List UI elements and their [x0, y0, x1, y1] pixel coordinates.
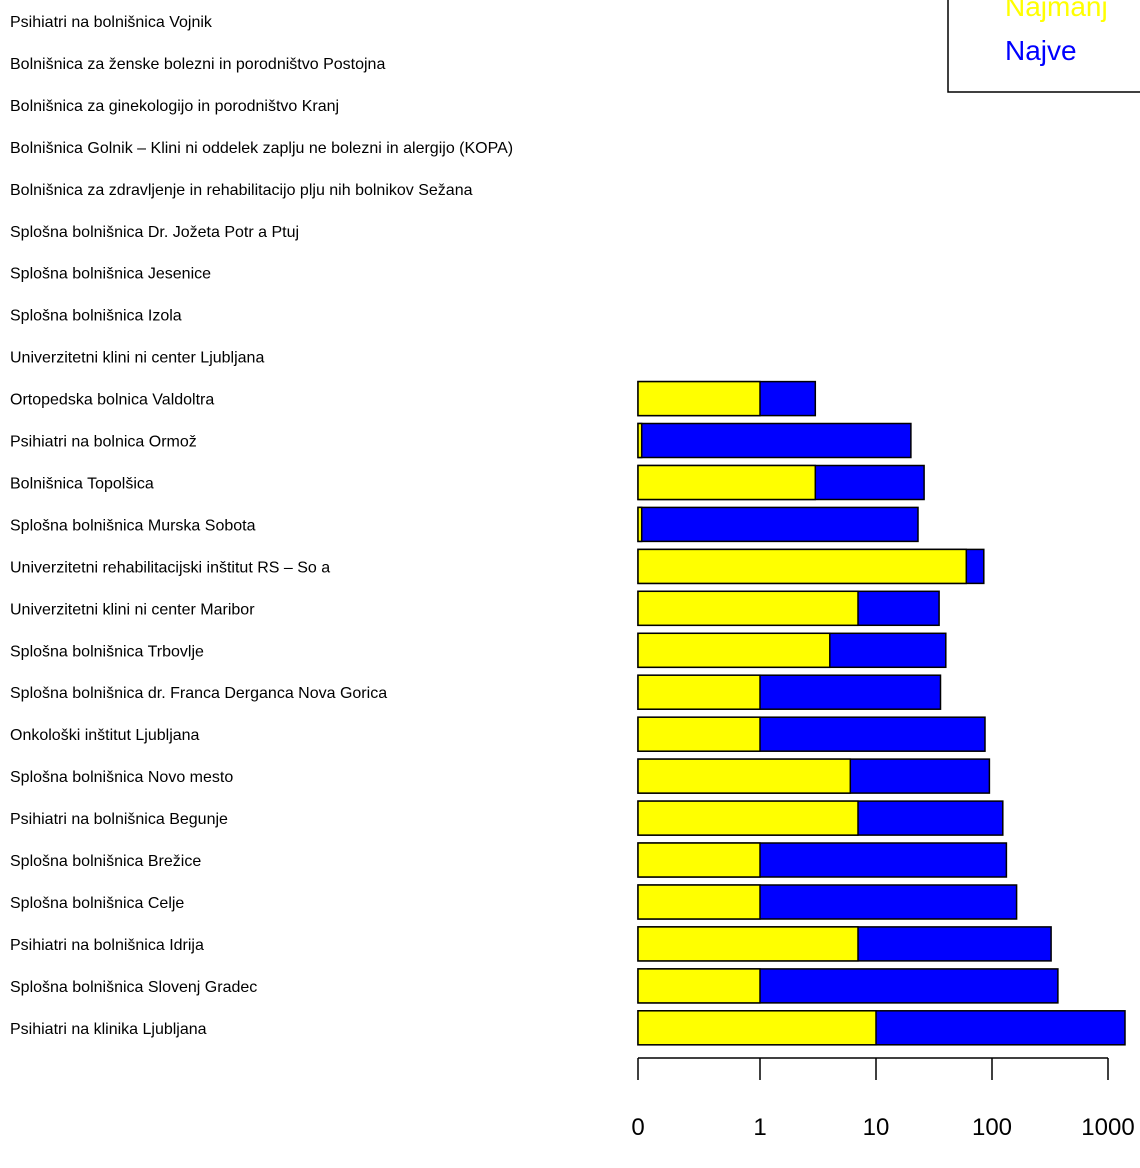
category-label: Bolnišnica za ginekologijo in porodništv…: [10, 98, 339, 115]
category-label: Splošna bolnišnica Slovenj Gradec: [10, 979, 257, 996]
category-label: Univerzitetni klini ni center Ljubljana: [10, 350, 264, 367]
bar-najmanj: [637, 926, 859, 962]
category-label: Splošna bolnišnica Trbovlje: [10, 643, 204, 660]
category-labels: Psihiatri na bolnišnica Vojnik Bolnišnica…: [10, 14, 513, 1038]
category-label: Psihiatri na bolnišnica Begunje: [10, 811, 228, 828]
bar-najmanj: [637, 548, 968, 585]
bar-najmanj: [637, 632, 831, 669]
bar-najmanj: [637, 380, 761, 417]
x-axis: 0 1 10 100 1000: [631, 1057, 1135, 1141]
bar-najmanj: [637, 464, 817, 501]
category-label: Splošna bolnišnica Murska Sobota: [10, 517, 256, 534]
bar-najmanj: [637, 842, 761, 878]
bar-najmanj: [637, 884, 761, 920]
x-tick-label: 100: [972, 1114, 1012, 1141]
category-label: Bolnišnica Topolšica: [10, 476, 154, 493]
legend-entry: Najve: [1005, 35, 1077, 66]
category-label: Bolnišnica za ženske bolezni in porodniš…: [10, 56, 385, 73]
category-label: Psihiatri na bolnišnica Vojnik: [10, 14, 213, 31]
bar-najmanj: [637, 800, 859, 836]
category-label: Splošna bolnišnica Celje: [10, 895, 184, 912]
category-label: Splošna bolnišnica Izola: [10, 308, 182, 325]
x-tick-label: 0: [631, 1114, 644, 1141]
x-tick-label: 1: [753, 1114, 766, 1141]
bars: [637, 380, 1126, 1046]
legend-entry: Najmanj: [1005, 0, 1108, 22]
category-label: Bolnišnica Golnik – Klini ni oddelek zap…: [10, 140, 513, 157]
legend-box: [947, 0, 1140, 93]
category-label: Ortopedska bolnica Valdoltra: [10, 392, 214, 409]
bar-najmanj: [637, 590, 859, 627]
legend: Najmanj Najve: [947, 0, 1140, 93]
category-label: Univerzitetni klini ni center Maribor: [10, 601, 255, 618]
category-label: Psihiatri na bolnica Ormož: [10, 434, 197, 451]
category-label: Univerzitetni rehabilitacijski inštitut …: [10, 559, 330, 576]
bar-najmanj: [637, 968, 761, 1004]
category-label: Splošna bolnišnica Dr. Jožeta Potr a Ptu…: [10, 224, 299, 241]
bar-najmanj: [637, 674, 761, 710]
category-label: Splošna bolnišnica Jesenice: [10, 266, 211, 283]
x-tick-label: 10: [863, 1114, 890, 1141]
category-label: Bolnišnica za zdravljenje in rehabilitac…: [10, 182, 473, 199]
x-tick-label: 1000: [1081, 1114, 1134, 1141]
bar-najmanj: [637, 506, 643, 543]
category-label: Splošna bolnišnica Novo mesto: [10, 769, 233, 786]
bar-najmanj: [637, 758, 852, 794]
category-label: Psihiatri na klinika Ljubljana: [10, 1021, 207, 1038]
category-label: Splošna bolnišnica dr. Franca Derganca N…: [10, 685, 387, 702]
category-label: Splošna bolnišnica Brežice: [10, 853, 201, 870]
bar-najmanj: [637, 1010, 877, 1046]
category-label: Onkološki inštitut Ljubljana: [10, 727, 200, 744]
bar-najmanj: [637, 422, 643, 459]
bar-najmanj: [637, 716, 761, 752]
bar-najve: [637, 506, 919, 543]
category-label: Psihiatri na bolnišnica Idrija: [10, 937, 204, 954]
bar-najve: [637, 422, 912, 459]
